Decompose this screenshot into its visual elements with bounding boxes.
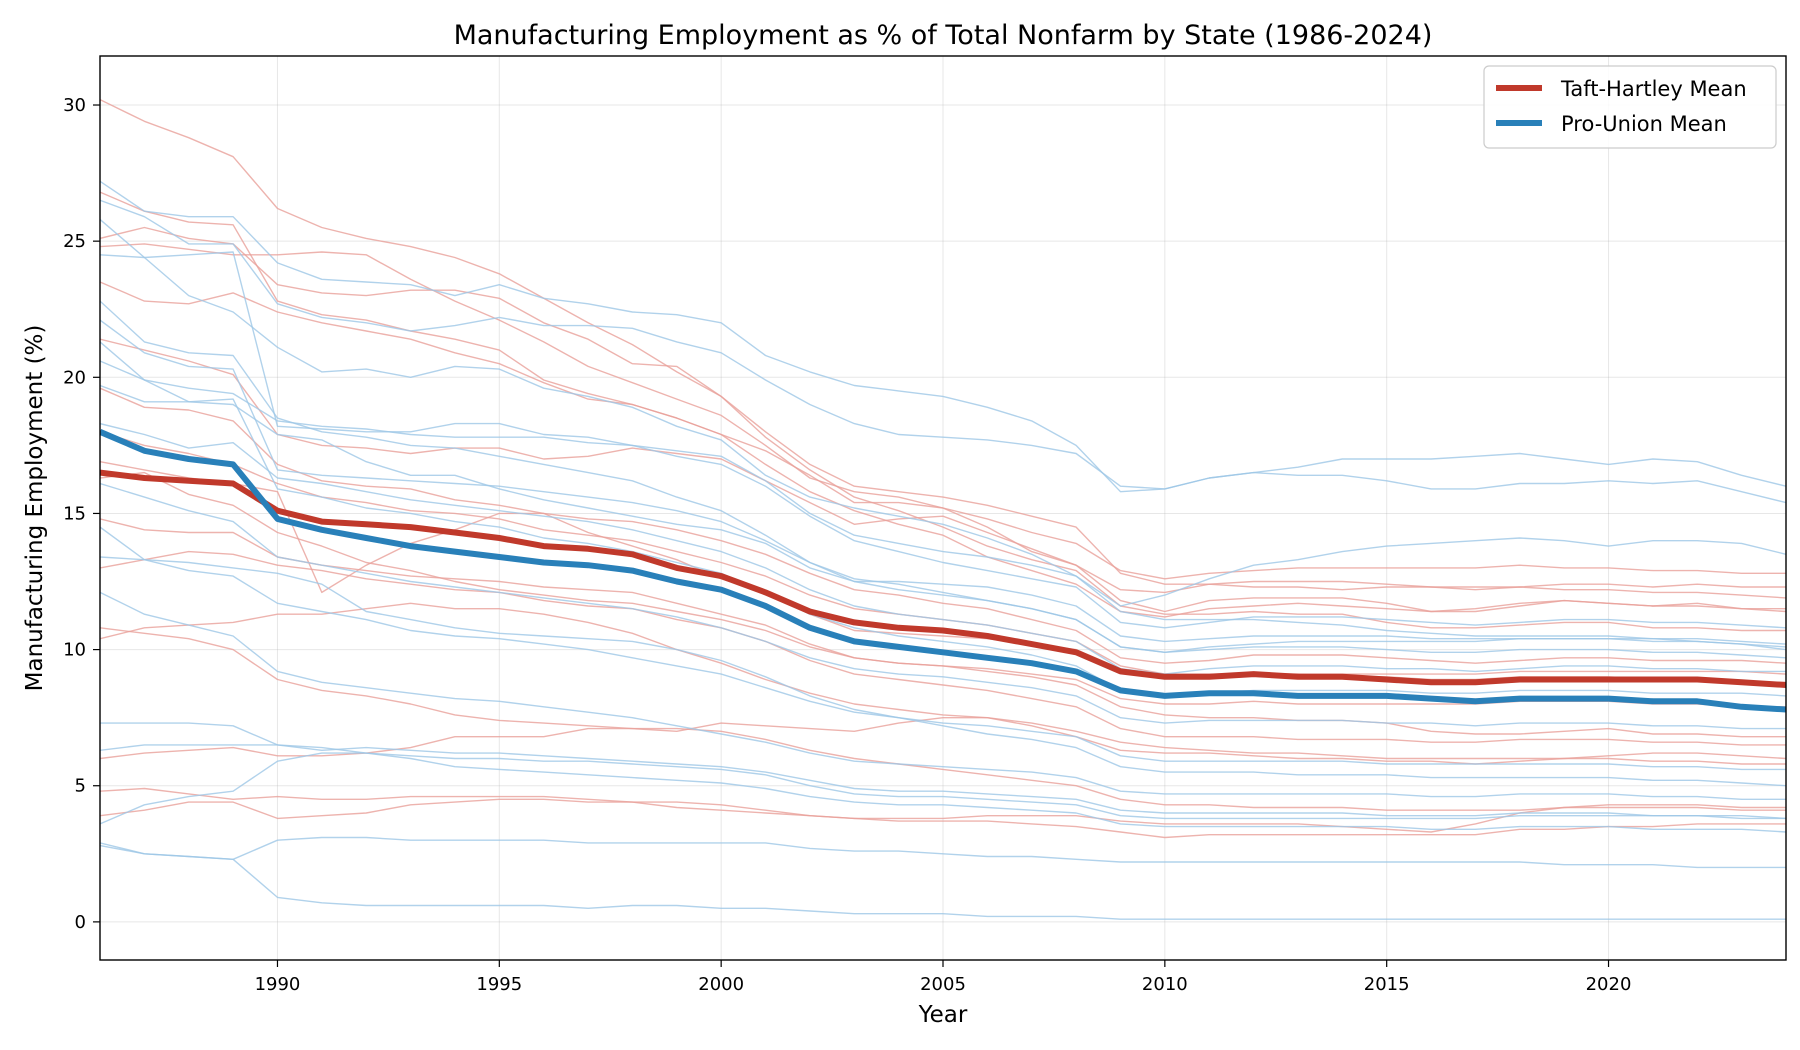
- taft-hartley-state-line: [100, 550, 1786, 746]
- pro-union-state-line: [100, 744, 1786, 820]
- taft-hartley-state-line: [100, 98, 1786, 599]
- pro-union-state-line: [100, 341, 1786, 648]
- x-tick-label: 2000: [698, 974, 744, 995]
- y-tick-label: 10: [63, 640, 86, 661]
- taft-hartley-state-line: [100, 727, 1786, 811]
- pro-union-mean-line: [100, 429, 1786, 713]
- y-axis: 0 5 10 15 20 25 30: [63, 95, 100, 933]
- taft-hartley-state-line: [100, 461, 1786, 678]
- taft-hartley-state-line: [100, 338, 1786, 613]
- x-axis-label: Year: [918, 1002, 968, 1028]
- taft-hartley-state-line: [100, 602, 1786, 765]
- legend: Taft-Hartley Mean Pro-Union Mean: [1483, 65, 1777, 149]
- pro-union-state-line: [100, 752, 1786, 833]
- y-tick-label: 0: [75, 912, 86, 933]
- pro-union-state-line: [100, 844, 1786, 920]
- taft-hartley-state-line: [100, 281, 1786, 594]
- y-axis-label: Manufacturing Employment (%): [22, 325, 48, 692]
- chart-title: Manufacturing Employment as % of Total N…: [454, 20, 1433, 51]
- pro-union-state-line: [100, 482, 1786, 730]
- pro-union-state-line: [100, 218, 1786, 607]
- taft-hartley-state-line: [100, 787, 1786, 839]
- x-tick-label: 2020: [1586, 974, 1632, 995]
- taft-hartley-mean-line: [100, 469, 1786, 688]
- pro-union-state-line: [100, 722, 1786, 820]
- pro-union-state-line: [100, 422, 1786, 675]
- pro-union-state-line: [100, 384, 1786, 697]
- pro-union-state-line: [100, 319, 1786, 653]
- taft-hartley-state-line: [100, 627, 1786, 765]
- y-tick-label: 30: [63, 95, 86, 116]
- legend-label-taft-hartley: Taft-Hartley Mean: [1560, 77, 1747, 101]
- legend-label-pro-union: Pro-Union Mean: [1561, 112, 1727, 136]
- taft-hartley-state-line: [100, 518, 1786, 738]
- pro-union-state-line: [100, 251, 1786, 629]
- x-tick-label: 1995: [476, 974, 522, 995]
- pro-union-state-line: [100, 591, 1786, 800]
- state-lines: [100, 98, 1786, 920]
- pro-union-state-line: [100, 180, 1786, 493]
- taft-hartley-state-line: [100, 387, 1786, 664]
- x-tick-label: 1990: [255, 974, 301, 995]
- pro-union-state-line: [100, 360, 1786, 651]
- pro-union-state-line: [100, 556, 1786, 787]
- x-tick-label: 2010: [1142, 974, 1188, 995]
- pro-union-state-line: [100, 836, 1786, 869]
- y-tick-label: 25: [63, 231, 86, 252]
- y-tick-label: 5: [75, 776, 86, 797]
- x-axis: 1990 1995 2000 2005 2010 2015 2020: [255, 960, 1632, 995]
- taft-hartley-state-line: [100, 191, 1786, 618]
- pro-union-state-line: [100, 526, 1786, 771]
- pro-union-state-line: [100, 199, 1786, 504]
- pro-union-state-line: [100, 300, 1786, 659]
- y-tick-label: 15: [63, 503, 86, 524]
- taft-hartley-state-line: [100, 226, 1786, 632]
- y-tick-label: 20: [63, 367, 86, 388]
- x-tick-label: 2005: [920, 974, 966, 995]
- mean-lines: [100, 429, 1786, 713]
- x-tick-label: 2015: [1364, 974, 1410, 995]
- legend-box: [1483, 65, 1777, 149]
